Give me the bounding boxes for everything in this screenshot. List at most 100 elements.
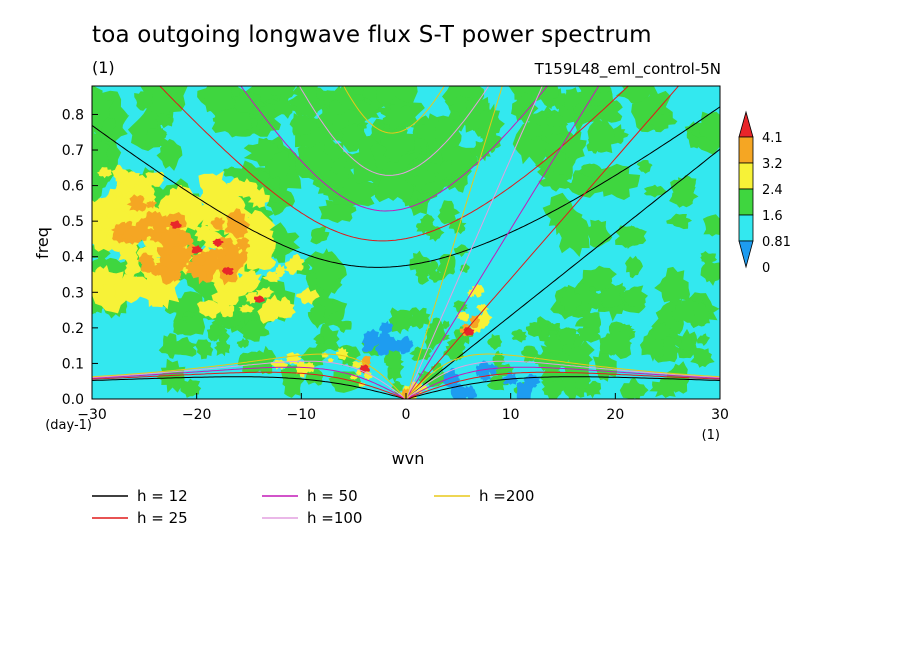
contour-green xyxy=(587,91,617,106)
spectrum-contours xyxy=(92,86,720,399)
contour-orange xyxy=(198,249,222,280)
contour-green xyxy=(470,139,492,162)
contour-green xyxy=(443,342,463,360)
curve-h25-rossby xyxy=(92,371,720,399)
contour-yellow xyxy=(259,286,275,298)
contour-orange xyxy=(235,237,251,253)
contour-green xyxy=(314,335,325,345)
curve-h200-inertia-gravity xyxy=(343,86,445,134)
colorbar-swatch-top xyxy=(738,110,754,138)
contour-yellow xyxy=(197,201,232,232)
curve-h25-kelvin xyxy=(405,86,680,399)
y-tick-label: 0.7 xyxy=(62,143,84,159)
contour-green xyxy=(417,192,433,204)
contour-green xyxy=(300,347,326,367)
x-axis: −30 −20 −10 0 10 20 30 xyxy=(77,393,729,423)
contour-green xyxy=(559,327,581,349)
contour-blue xyxy=(379,320,394,334)
contour-green xyxy=(615,225,647,248)
contour-green xyxy=(546,112,564,128)
contour-red xyxy=(221,266,234,276)
contour-green xyxy=(195,339,214,360)
curve-h100-rossby xyxy=(92,360,720,399)
curve-h100-inertia-gravity xyxy=(298,86,490,176)
contour-green xyxy=(287,93,326,120)
y-tick-label: 0.3 xyxy=(62,285,84,301)
contour-green xyxy=(654,266,690,308)
x-axis-title: wvn xyxy=(392,449,425,468)
contour-green xyxy=(431,362,444,374)
contour-green xyxy=(487,333,503,351)
contour-green xyxy=(182,310,196,318)
contour-green xyxy=(649,322,672,341)
contour-blue xyxy=(361,328,380,349)
contour-green xyxy=(702,214,720,237)
contour-green xyxy=(313,323,340,353)
contour-orange xyxy=(155,264,169,277)
contour-green xyxy=(644,112,678,133)
contour-orange xyxy=(155,254,184,285)
contour-green xyxy=(690,348,715,368)
contour-green xyxy=(537,353,556,371)
contour-green xyxy=(340,120,364,147)
contour-green xyxy=(669,184,699,208)
colorbar-label: 2.4 xyxy=(762,183,783,198)
legend: h = 12 h = 25 h = 50 h =100 h =200 xyxy=(92,487,534,527)
contour-green xyxy=(92,86,114,136)
contour-green xyxy=(436,254,456,280)
units-label: (1) xyxy=(92,58,115,77)
contour-green xyxy=(270,86,296,104)
contour-green xyxy=(310,303,326,325)
contour-green xyxy=(206,323,222,342)
contour-green xyxy=(380,126,416,163)
colorbar-label: 0 xyxy=(762,261,770,276)
contour-green xyxy=(180,378,202,398)
contour-green xyxy=(587,117,618,154)
contour-green xyxy=(579,163,602,178)
contour-green xyxy=(382,104,416,134)
contour-yellow xyxy=(327,357,335,363)
curve-h25-inertia-gravity xyxy=(159,86,630,242)
contour-green xyxy=(618,285,648,308)
contour-orange xyxy=(176,232,194,248)
curve-h12-kelvin xyxy=(405,148,720,399)
curve-h12-rossby xyxy=(92,376,720,399)
contour-green xyxy=(144,128,169,148)
contour-green xyxy=(223,166,241,178)
contour-blue xyxy=(399,338,414,355)
contour-green xyxy=(511,329,527,343)
x-tick-label: 10 xyxy=(502,407,520,423)
contour-green xyxy=(525,322,542,337)
contour-green xyxy=(92,175,103,209)
colorbar-label: 0.81 xyxy=(762,235,791,250)
contour-red xyxy=(253,295,265,303)
contour-green xyxy=(574,310,601,335)
y-axis: 0.0 0.1 0.2 0.3 0.4 0.5 0.6 0.7 0.8 xyxy=(62,107,98,408)
contour-green xyxy=(441,320,450,330)
contour-yellow xyxy=(476,303,490,313)
curve-h50-kelvin xyxy=(405,86,600,399)
contour-green xyxy=(305,368,324,386)
contour-green xyxy=(437,200,460,225)
contour-green xyxy=(239,319,270,342)
contour-yellow xyxy=(284,258,304,275)
contour-green xyxy=(585,380,602,399)
contour-yellow xyxy=(275,296,296,319)
contour-green xyxy=(522,119,545,141)
contour-green xyxy=(593,100,623,124)
contour-orange xyxy=(216,236,233,250)
dispersion-curves xyxy=(92,86,720,399)
contour-green xyxy=(619,377,649,399)
y-tick-label: 0.4 xyxy=(62,250,84,266)
y-tick-label: 0.8 xyxy=(62,107,84,123)
contour-green xyxy=(571,171,594,192)
contour-green xyxy=(538,170,573,192)
contour-green xyxy=(295,141,332,183)
y-tick-label: 0.2 xyxy=(62,321,84,337)
y-tick-label: 0.6 xyxy=(62,179,84,195)
colorbar-label: 1.6 xyxy=(762,209,783,224)
contour-blue xyxy=(475,360,492,381)
x-tick-label: −30 xyxy=(77,407,107,423)
contour-green xyxy=(625,255,643,279)
